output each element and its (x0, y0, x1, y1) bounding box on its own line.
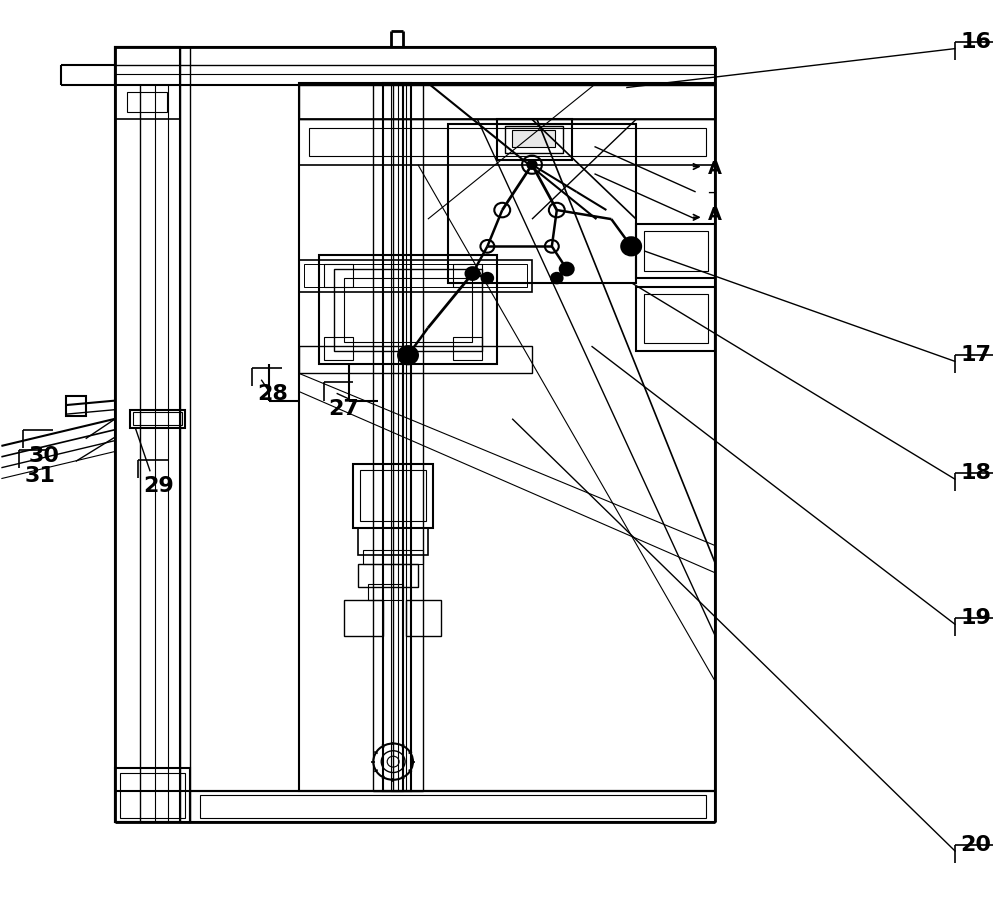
Bar (373, 83, 423, 791)
Bar (115, 46, 180, 823)
Bar (299, 83, 715, 119)
Bar (363, 551, 423, 564)
Bar (324, 265, 353, 288)
Bar (448, 124, 636, 283)
Bar (299, 119, 715, 165)
Bar (190, 791, 715, 823)
Bar (180, 46, 190, 823)
Circle shape (466, 268, 479, 280)
Bar (505, 126, 563, 153)
Bar (299, 260, 532, 292)
Bar (453, 337, 482, 359)
Bar (406, 601, 441, 636)
Bar (304, 265, 527, 288)
Bar (497, 119, 572, 160)
Bar (127, 92, 167, 112)
Circle shape (621, 238, 641, 256)
Text: 20: 20 (960, 835, 991, 855)
Text: –: – (708, 183, 717, 201)
Bar (453, 265, 482, 288)
Bar (644, 231, 708, 271)
Bar (319, 256, 497, 364)
Bar (115, 768, 190, 823)
Text: 18: 18 (960, 463, 991, 483)
Bar (344, 601, 383, 636)
Bar (334, 269, 482, 350)
Bar (130, 410, 185, 428)
Bar (358, 564, 418, 587)
Bar (391, 83, 403, 791)
Bar (360, 470, 426, 521)
Circle shape (481, 273, 493, 284)
Bar (200, 795, 706, 818)
Bar (324, 337, 353, 359)
Bar (368, 584, 403, 601)
Bar (115, 85, 180, 119)
Bar (299, 83, 715, 791)
Bar (512, 130, 555, 147)
Text: 16: 16 (960, 32, 991, 52)
Text: 17: 17 (960, 345, 991, 365)
Bar (383, 83, 411, 791)
Bar (133, 412, 182, 425)
Circle shape (560, 263, 574, 276)
Text: 31: 31 (24, 466, 55, 486)
Bar (309, 128, 706, 156)
Text: 30: 30 (28, 446, 59, 466)
Bar (299, 346, 532, 373)
Circle shape (551, 273, 563, 284)
Bar (115, 46, 715, 85)
Bar (353, 464, 433, 528)
Bar (644, 295, 708, 343)
Circle shape (527, 160, 537, 169)
Bar (636, 224, 715, 278)
Bar (358, 528, 428, 555)
Bar (636, 288, 715, 350)
Text: 19: 19 (960, 608, 991, 628)
Text: A: A (708, 160, 721, 178)
Text: 29: 29 (143, 476, 174, 496)
Bar (120, 773, 185, 818)
Text: 27: 27 (329, 399, 360, 419)
Bar (344, 278, 472, 341)
Text: A: A (708, 206, 721, 224)
Bar (66, 396, 86, 416)
Circle shape (398, 346, 418, 364)
Text: 28: 28 (257, 384, 288, 404)
